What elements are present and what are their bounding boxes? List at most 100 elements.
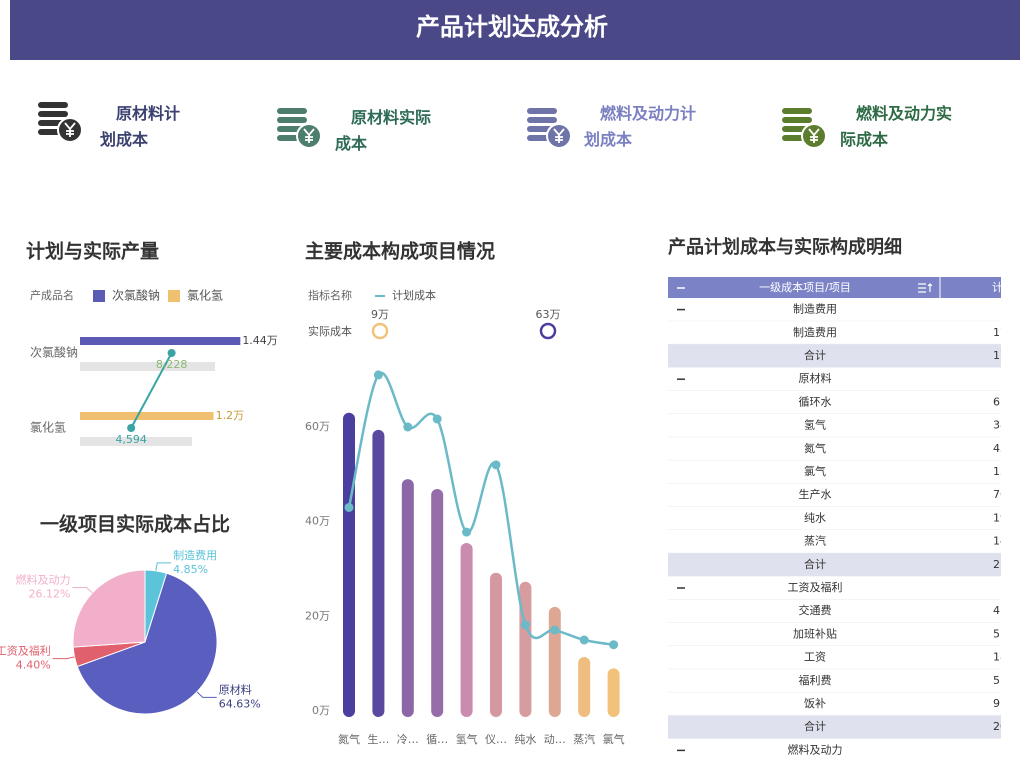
cell-value: 38 bbox=[993, 419, 1007, 432]
table-row bbox=[668, 460, 1001, 484]
label-line bbox=[52, 656, 75, 660]
value-label: 1.2万 bbox=[216, 409, 245, 422]
table-row bbox=[668, 321, 1001, 345]
bar bbox=[372, 429, 385, 717]
cell-value: 5 bbox=[993, 674, 1000, 687]
table-row bbox=[668, 437, 1001, 461]
point-label: 4,594 bbox=[115, 433, 147, 446]
table-row bbox=[668, 669, 1001, 693]
slice-label: 工资及福利 bbox=[0, 644, 51, 658]
row-label: 饭补 bbox=[804, 697, 826, 710]
group-label: 原材料 bbox=[799, 371, 832, 385]
bar bbox=[548, 606, 561, 717]
row-label: 生产水 bbox=[799, 487, 832, 501]
label-line bbox=[196, 691, 217, 698]
cell-value: 9 bbox=[993, 697, 1000, 710]
x-tick-label: 蒸汽 bbox=[573, 732, 595, 746]
column-header: 计 bbox=[992, 281, 1003, 294]
y-tick-label: 40万 bbox=[305, 515, 330, 528]
legend-label: 次氯酸钠 bbox=[112, 288, 160, 303]
sort-icon bbox=[918, 283, 933, 293]
slice-label: 制造费用 bbox=[173, 548, 217, 562]
point bbox=[127, 424, 136, 432]
table-row bbox=[668, 530, 1001, 554]
slice-value: 4.85% bbox=[173, 563, 208, 576]
bar bbox=[343, 412, 355, 717]
row-label: 福利费 bbox=[799, 673, 832, 687]
kpi-label: 原材料实际成本 bbox=[335, 108, 432, 153]
kpi-label: 燃料及动力实际成本 bbox=[840, 104, 953, 149]
cell-value: 14 bbox=[993, 535, 1007, 548]
pie-slice bbox=[72, 569, 146, 648]
row-label: 氯气 bbox=[804, 464, 826, 478]
x-tick-label: 循… bbox=[426, 733, 448, 746]
point bbox=[373, 370, 383, 380]
cell-value: 19 bbox=[993, 511, 1007, 524]
bar bbox=[578, 657, 591, 717]
legend-label: 计划成本 bbox=[392, 288, 436, 302]
table-row bbox=[668, 367, 1001, 391]
header-title: 产品计划达成分析 bbox=[416, 13, 608, 41]
visual-map-label: 9万 bbox=[371, 308, 389, 321]
legend-label: 氯化氢 bbox=[187, 288, 223, 303]
cell-value: 2,6 bbox=[993, 558, 1011, 571]
legend-swatch bbox=[93, 290, 105, 302]
y-tick-label: 60万 bbox=[305, 420, 330, 433]
visual-map-label: 63万 bbox=[536, 308, 561, 321]
column-header: 一级成本项目/项目 bbox=[759, 280, 851, 294]
group-label: 燃料及动力 bbox=[788, 742, 843, 756]
bar bbox=[80, 337, 241, 345]
table-row bbox=[668, 344, 1001, 368]
label-line bbox=[72, 586, 93, 594]
table-header bbox=[668, 277, 1001, 298]
bar bbox=[607, 668, 620, 717]
row-label: 氢气 bbox=[804, 418, 826, 432]
cell-value: 43 bbox=[993, 442, 1007, 455]
slice-value: 64.63% bbox=[219, 697, 261, 710]
cell-value: 17 bbox=[993, 349, 1007, 362]
table-row bbox=[668, 738, 1001, 757]
row-label: 加班补贴 bbox=[793, 626, 837, 640]
visual-map-handle[interactable] bbox=[539, 322, 557, 340]
chart-title: 主要成本构成项目情况 bbox=[305, 240, 495, 263]
chart-title: 一级项目实际成本占比 bbox=[40, 513, 230, 536]
label-line bbox=[155, 562, 172, 571]
point bbox=[462, 527, 472, 537]
cell-value: 15 bbox=[993, 465, 1007, 478]
table-row bbox=[668, 506, 1001, 530]
x-tick-label: 氢气 bbox=[456, 732, 478, 746]
total-label: 合计 bbox=[804, 719, 826, 733]
x-tick-label: 纯水 bbox=[514, 733, 536, 746]
line bbox=[347, 371, 614, 646]
row-label: 制造费用 bbox=[793, 325, 837, 339]
table-row bbox=[668, 576, 1001, 600]
x-tick-label: 生… bbox=[367, 732, 389, 746]
cell-value: 20 bbox=[993, 720, 1007, 733]
y-tick-label: 0万 bbox=[312, 704, 330, 717]
point bbox=[609, 640, 619, 650]
table-title: 产品计划成本与实际构成明细 bbox=[668, 236, 902, 258]
x-tick-label: 仪… bbox=[485, 733, 507, 746]
cell-value: 17 bbox=[993, 326, 1007, 339]
group-label: 工资及福利 bbox=[788, 580, 843, 594]
total-label: 合计 bbox=[804, 557, 826, 571]
x-tick-label: 氯气 bbox=[603, 732, 625, 746]
slice-value: 4.40% bbox=[16, 659, 51, 672]
kpi-icon bbox=[527, 108, 572, 149]
kpi-label: 燃料及动力计划成本 bbox=[584, 104, 697, 149]
table-row bbox=[668, 715, 1001, 739]
row-label: 工资 bbox=[804, 651, 826, 664]
kpi-label: 原材料计划成本 bbox=[100, 104, 181, 149]
table-row bbox=[668, 390, 1001, 414]
table-row bbox=[668, 622, 1001, 646]
table-row bbox=[668, 692, 1001, 716]
line bbox=[130, 352, 173, 429]
visual-map-handle[interactable] bbox=[371, 322, 389, 340]
kpi-icon bbox=[782, 108, 827, 149]
legend-title: 指标名称 bbox=[308, 288, 352, 302]
y-tick-label: 次氯酸钠 bbox=[30, 345, 78, 360]
track bbox=[80, 437, 192, 446]
row-label: 交通费 bbox=[799, 603, 832, 617]
